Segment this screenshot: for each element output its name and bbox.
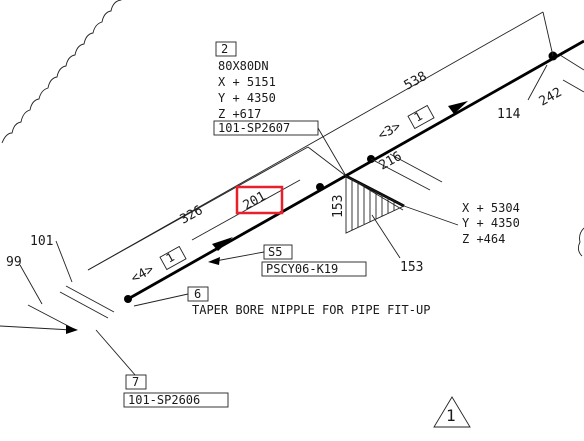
leader-coords: [403, 205, 459, 226]
fitting-y: Y + 4350: [218, 91, 276, 105]
segment-tag-box: [407, 104, 435, 130]
support-code: PSCY06-K19: [266, 262, 338, 276]
dimension-114: [527, 64, 548, 101]
dim-label-114: 114: [497, 107, 521, 122]
support-code-box: [261, 261, 367, 277]
item-7-line: 101-SP2606: [128, 393, 200, 407]
rise-hatch: [351, 179, 395, 230]
pipe-branch: [559, 54, 584, 71]
item-tag-box: [125, 374, 147, 390]
segment-label-4: <4>: [129, 262, 157, 287]
coord-x: X + 5304: [462, 201, 520, 215]
dimension-101: [55, 240, 115, 319]
revision-mark: 1: [446, 406, 456, 425]
leader-fitting: [317, 127, 347, 177]
fitting-line: 101-SP2607: [218, 121, 290, 135]
flow-arrow: [448, 101, 468, 114]
fitting-x: X + 5151: [218, 75, 276, 89]
leader-arrowhead: [208, 257, 220, 265]
item-tag-6: 6: [194, 287, 201, 301]
dim-label-153-vertical: 153: [331, 195, 346, 218]
dimension-242: [562, 79, 584, 93]
coord-y: Y + 4350: [462, 216, 520, 230]
revision-triangle: [433, 396, 471, 428]
segment-tag-box: [159, 245, 187, 271]
item-tag-box: [215, 41, 237, 57]
dim-label-201: 201: [241, 189, 269, 214]
dim-label-99: 99: [6, 255, 22, 270]
flow-arrow: [212, 237, 233, 251]
break-line-right: [577, 227, 584, 257]
break-line: [1, 0, 122, 144]
dimension-538: [87, 11, 554, 271]
leader-153: [371, 214, 401, 259]
pipe-run: [127, 39, 584, 301]
fitting-size: 80X80DN: [218, 59, 269, 73]
dim-label-242: 242: [537, 85, 565, 110]
line-ref-box: [123, 392, 229, 408]
item-tag-2: 2: [221, 42, 228, 56]
dim-label-538: 538: [402, 69, 430, 94]
dimension-326: [87, 146, 309, 271]
highlight-box: [235, 185, 284, 215]
segment-label-3: <3>: [376, 119, 404, 144]
dimension-99: [0, 264, 73, 331]
rise-triangle: [345, 175, 406, 234]
weld-dot: [316, 183, 324, 191]
dim-label-101: 101: [30, 234, 53, 249]
leader-item-7: [95, 329, 137, 377]
item-6-note: TAPER BORE NIPPLE FOR PIPE FIT-UP: [192, 303, 430, 317]
dimension-216: [345, 153, 443, 211]
weld-dot: [124, 295, 132, 303]
coord-z: Z +464: [462, 232, 505, 246]
dim-label-153-leader: 153: [400, 260, 423, 275]
item-tag-7: 7: [132, 375, 139, 389]
support-tag: S5: [268, 245, 282, 259]
leader-item-6: [133, 293, 189, 307]
dim-label-216: 216: [377, 149, 405, 174]
arrowhead: [66, 325, 78, 334]
fitting-z: Z +617: [218, 107, 261, 121]
